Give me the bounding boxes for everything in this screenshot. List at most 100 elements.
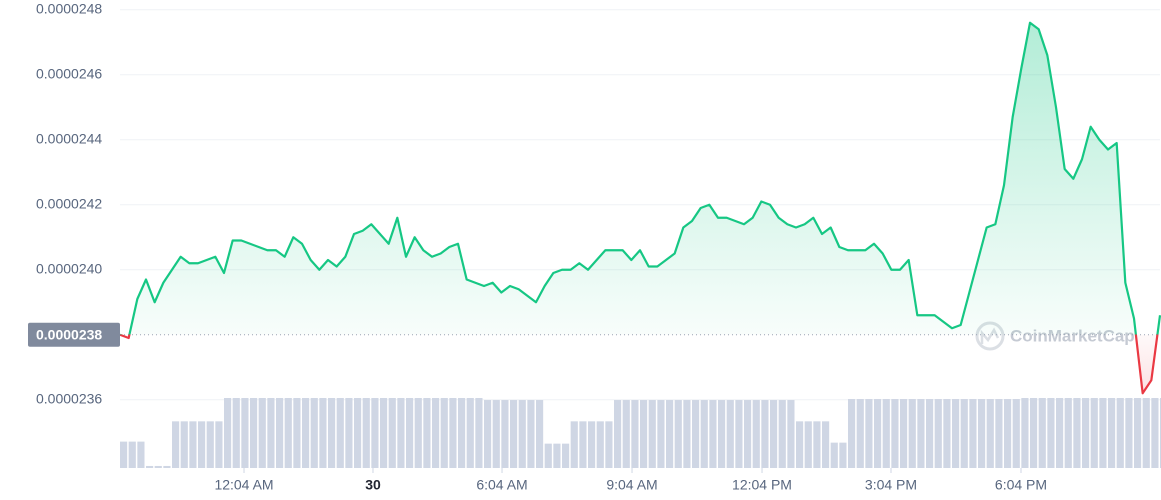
volume-bar xyxy=(917,399,925,468)
volume-bar xyxy=(943,399,951,468)
volume-bar xyxy=(440,398,448,468)
volume-bar xyxy=(926,399,934,468)
volume-bar xyxy=(484,400,492,468)
volume-bar xyxy=(154,465,162,468)
volume-bar xyxy=(588,421,596,468)
x-tick-label: 6:04 PM xyxy=(995,477,1047,493)
volume-bar xyxy=(579,421,587,468)
volume-bar xyxy=(744,400,752,468)
volume-bar xyxy=(449,398,457,468)
volume-bar xyxy=(518,400,526,468)
volume-bar xyxy=(180,421,188,468)
volume-bar xyxy=(605,421,613,468)
x-tick-label: 6:04 AM xyxy=(476,477,527,493)
volume-bar xyxy=(536,400,544,468)
volume-bar xyxy=(882,399,890,468)
volume-bar xyxy=(657,400,665,468)
volume-bar xyxy=(501,400,509,468)
volume-bar xyxy=(475,398,483,468)
volume-bar xyxy=(319,398,327,468)
volume-bar xyxy=(458,398,466,468)
volume-bar xyxy=(128,441,136,468)
reference-label: 0.0000238 xyxy=(36,326,102,342)
volume-bar xyxy=(206,421,214,468)
volume-bar xyxy=(553,443,561,468)
volume-bar xyxy=(692,400,700,468)
volume-bar xyxy=(1064,398,1072,468)
volume-bar xyxy=(735,400,743,468)
volume-bar xyxy=(640,400,648,468)
volume-bar xyxy=(1090,398,1098,468)
volume-bar xyxy=(371,398,379,468)
volume-bar xyxy=(562,443,570,468)
y-tick-label: 0.0000242 xyxy=(36,195,102,211)
x-tick-label: 9:04 AM xyxy=(606,477,657,493)
volume-bar xyxy=(1099,398,1107,468)
volume-bar xyxy=(718,400,726,468)
volume-bar xyxy=(1047,398,1055,468)
volume-bar xyxy=(258,398,266,468)
volume-bar xyxy=(276,398,284,468)
volume-bar xyxy=(1082,398,1090,468)
volume-bar xyxy=(666,400,674,468)
volume-bar xyxy=(302,398,310,468)
volume-bar xyxy=(787,400,795,468)
volume-bar xyxy=(189,421,197,468)
volume-bar xyxy=(1012,399,1020,468)
volume-bar xyxy=(726,400,734,468)
volume-bar xyxy=(215,421,223,468)
volume-bar xyxy=(752,400,760,468)
volume-bar xyxy=(1116,398,1124,468)
volume-bar xyxy=(848,399,856,468)
volume-bar xyxy=(614,400,622,468)
volume-bar xyxy=(683,400,691,468)
volume-bar xyxy=(284,398,292,468)
volume-bar xyxy=(1108,398,1116,468)
volume-bar xyxy=(1142,398,1150,468)
volume-bar xyxy=(362,398,370,468)
volume-bar xyxy=(1151,398,1159,468)
volume-bar xyxy=(969,399,977,468)
volume-bar xyxy=(146,465,154,468)
volume-bar xyxy=(310,398,318,468)
volume-bar xyxy=(986,399,994,468)
volume-bar xyxy=(631,400,639,468)
volume-bar xyxy=(952,399,960,468)
volume-bar xyxy=(172,421,180,468)
volume-bar xyxy=(622,400,630,468)
y-tick-label: 0.0000244 xyxy=(36,130,102,146)
volume-bar xyxy=(978,399,986,468)
volume-bar xyxy=(1004,399,1012,468)
y-tick-label: 0.0000248 xyxy=(36,0,102,16)
volume-bar xyxy=(544,443,552,468)
volume-bar xyxy=(830,442,838,468)
volume-bar xyxy=(345,398,353,468)
volume-bar xyxy=(908,399,916,468)
volume-bar xyxy=(960,399,968,468)
volume-bar xyxy=(527,400,535,468)
volume-bar xyxy=(796,421,804,468)
volume-bar xyxy=(232,398,240,468)
volume-bar xyxy=(224,398,232,468)
volume-bar xyxy=(354,398,362,468)
volume-bar xyxy=(995,399,1003,468)
y-tick-label: 0.0000240 xyxy=(36,260,102,276)
volume-bar xyxy=(466,398,474,468)
volume-bar xyxy=(1125,398,1133,468)
volume-bar xyxy=(397,398,405,468)
volume-bar xyxy=(874,399,882,468)
volume-bar xyxy=(570,421,578,468)
volume-bar xyxy=(700,400,708,468)
volume-bar xyxy=(822,421,830,468)
volume-bar xyxy=(328,398,336,468)
volume-bar xyxy=(761,400,769,468)
volume-bar xyxy=(120,441,128,468)
x-tick-label: 12:04 AM xyxy=(214,477,273,493)
x-tick-label: 3:04 PM xyxy=(865,477,917,493)
volume-bar xyxy=(492,400,500,468)
volume-bar xyxy=(1021,398,1029,468)
volume-bar xyxy=(406,398,414,468)
volume-bar xyxy=(804,421,812,468)
volume-bars xyxy=(120,398,1161,468)
